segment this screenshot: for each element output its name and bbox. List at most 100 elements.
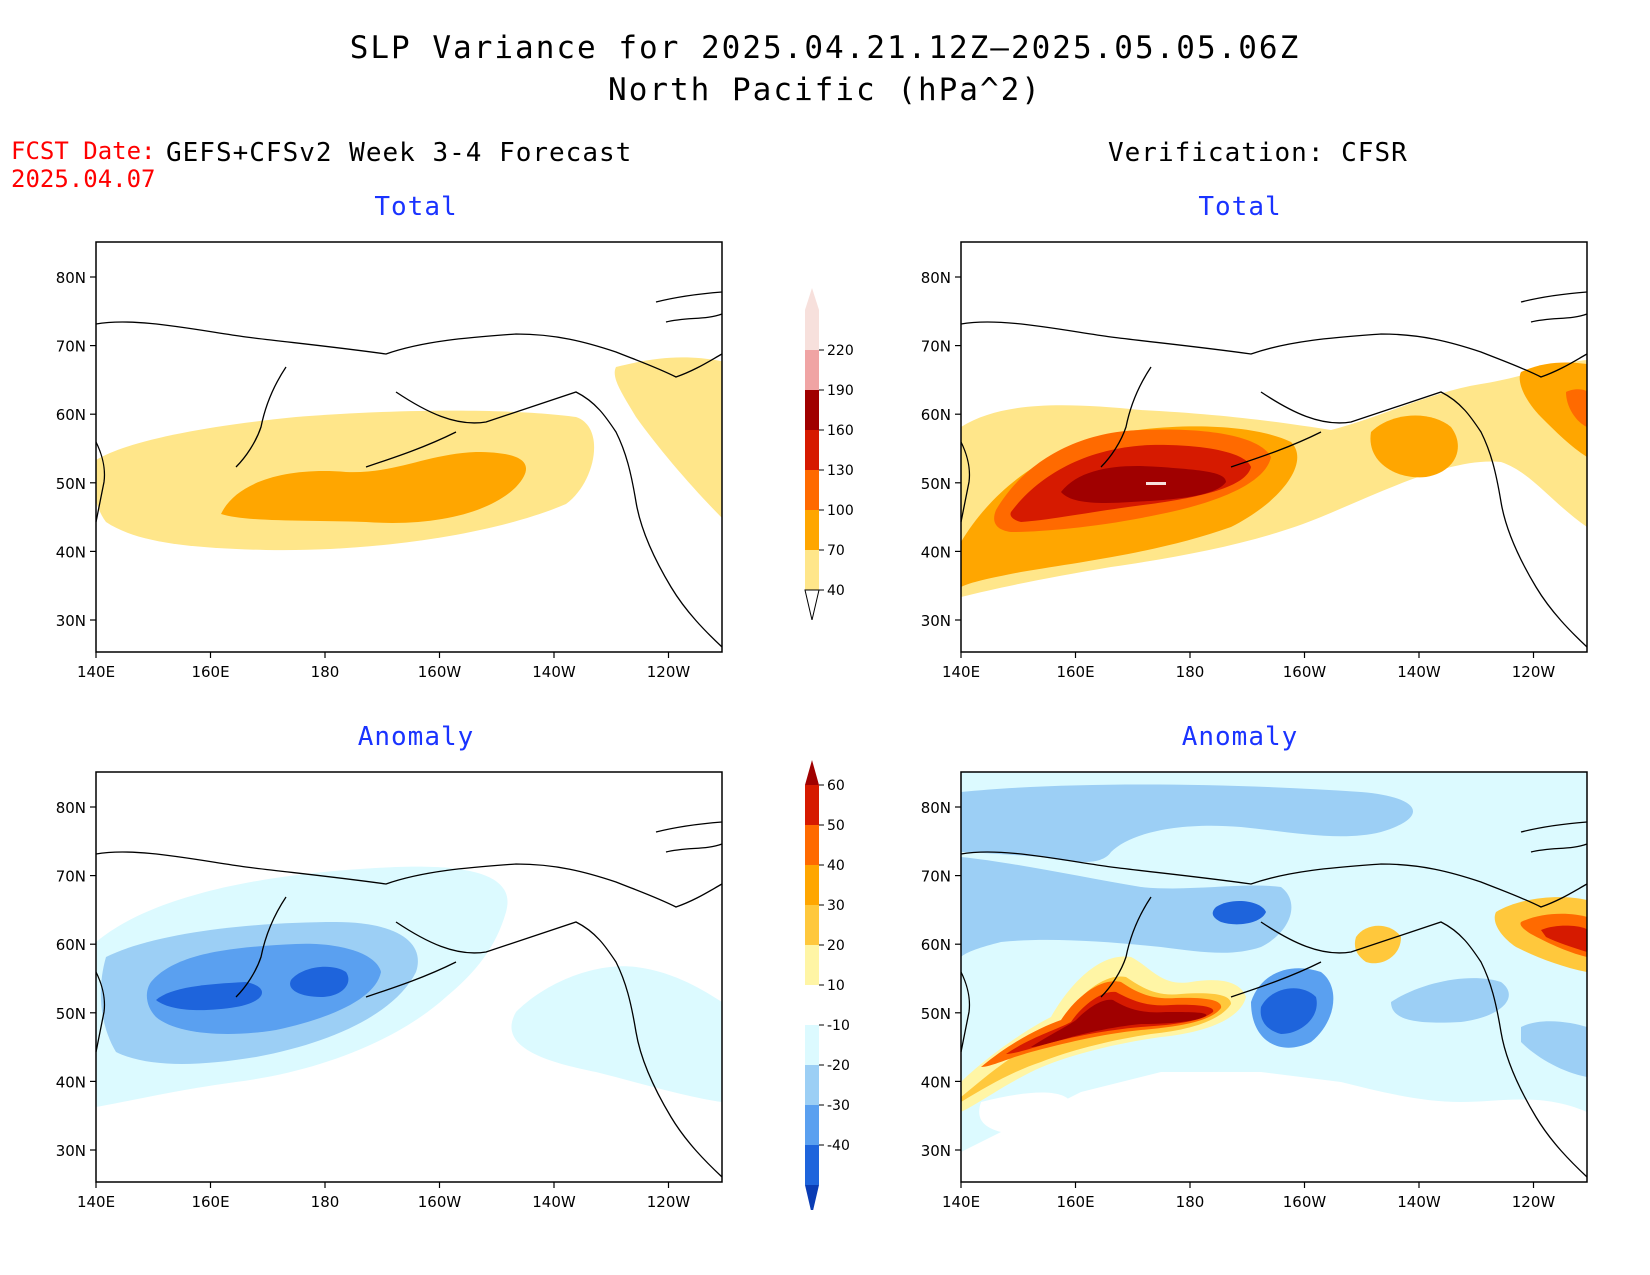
colorbar-label: 20	[827, 938, 845, 954]
total-colorbar: 220 190 160 130 100 70 40	[804, 288, 854, 620]
lon-tick-label: 120W	[647, 663, 691, 681]
colorbar-label: 40	[827, 583, 845, 599]
lat-tick-label: 50N	[56, 1005, 86, 1023]
verif-total-contours	[961, 360, 1587, 597]
colorbar-label: 50	[827, 818, 845, 834]
lat-tick-label: 60N	[56, 406, 86, 424]
fcst-total-subtitle: Total	[374, 192, 458, 222]
lon-tick-label: 120W	[647, 1193, 691, 1211]
colorbar-segment	[805, 1105, 819, 1145]
lat-tick-label: 40N	[56, 1073, 86, 1091]
verif-total-map: 80N 70N 60N 50N 40N 30N 140E 160E 180 160W 140W 12…	[921, 241, 1588, 681]
fcst-anomaly-contours	[96, 866, 722, 1107]
verif-anomaly-subtitle: Anomaly	[1181, 722, 1299, 752]
colorbar-label: 220	[827, 343, 854, 359]
lon-tick-label: 180	[1176, 1193, 1205, 1211]
colorbar-label: 30	[827, 898, 845, 914]
lon-tick-label: 120W	[1512, 1193, 1556, 1211]
lon-axis: 140E 160E 180 160W 140W 120W	[942, 652, 1555, 681]
anomaly-colorbar: 60 50 40 30 20 10 -10 -20 -30 -40	[805, 760, 850, 1210]
coastlines	[960, 291, 1588, 648]
lon-tick-label: 140E	[942, 663, 980, 681]
lon-tick-label: 160W	[1283, 1193, 1327, 1211]
lat-tick-label: 80N	[56, 269, 86, 287]
fcst-date-value: 2025.04.07	[11, 165, 156, 193]
lon-tick-label: 180	[311, 1193, 340, 1211]
lon-tick-label: 160W	[1283, 663, 1327, 681]
colorbar-arrow-bottom	[805, 1185, 819, 1210]
lon-tick-label: 140W	[1397, 663, 1441, 681]
lon-tick-label: 160E	[191, 1193, 229, 1211]
lon-tick-label: 120W	[1512, 663, 1556, 681]
colorbar-segment	[805, 905, 819, 945]
fcst-anomaly-map: 80N 70N 60N 50N 40N 30N 140E 160E 180 160W 140W 12…	[56, 771, 723, 1211]
lon-tick-label: 140W	[532, 1193, 576, 1211]
lon-tick-label: 160W	[418, 663, 462, 681]
verification-header: Verification: CFSR	[1108, 138, 1408, 168]
colorbar-segment	[805, 945, 819, 985]
colorbar-segment	[805, 985, 819, 1025]
lat-tick-label: 30N	[56, 612, 86, 630]
colorbar-label: 10	[827, 978, 845, 994]
coastlines	[960, 821, 1588, 1178]
lon-axis: 140E 160E 180 160W 140W 120W	[77, 652, 690, 681]
colorbar-segment	[805, 865, 819, 905]
lon-tick-label: 160E	[1056, 1193, 1094, 1211]
colorbar-segment	[805, 430, 819, 470]
forecast-header: GEFS+CFSv2 Week 3-4 Forecast	[166, 138, 633, 168]
lon-tick-label: 180	[1176, 663, 1205, 681]
coastlines	[95, 821, 723, 1178]
colorbar-arrow-top	[805, 288, 819, 310]
lon-axis: 140E 160E 180 160W 140W 120W	[942, 1182, 1555, 1211]
colorbar-segment	[805, 470, 819, 510]
verif-anomaly-map: 80N 70N 60N 50N 40N 30N 140E 160E 180 160W 140W 12…	[921, 771, 1588, 1211]
lat-tick-label: 80N	[921, 799, 951, 817]
verif-total-subtitle: Total	[1198, 192, 1282, 222]
lon-tick-label: 140E	[942, 1193, 980, 1211]
lat-tick-label: 70N	[56, 868, 86, 886]
lat-tick-label: 40N	[921, 543, 951, 561]
colorbar-segment	[805, 550, 819, 590]
lon-tick-label: 160E	[191, 663, 229, 681]
lat-axis: 80N 70N 60N 50N 40N 30N	[56, 799, 96, 1160]
lon-tick-label: 180	[311, 663, 340, 681]
lat-tick-label: 70N	[921, 868, 951, 886]
lat-tick-label: 70N	[56, 338, 86, 356]
lon-tick-label: 140W	[532, 663, 576, 681]
lon-tick-label: 140E	[77, 663, 115, 681]
lat-axis: 80N 70N 60N 50N 40N 30N	[56, 269, 96, 630]
colorbar-segment	[805, 310, 819, 350]
colorbar-segment	[805, 1065, 819, 1105]
lat-tick-label: 30N	[921, 1142, 951, 1160]
fcst-date-label: FCST Date:	[11, 137, 156, 165]
colorbar-label: -30	[827, 1098, 850, 1114]
colorbar-segment	[805, 390, 819, 430]
colorbar-segment	[805, 510, 819, 550]
fcst-total-contours	[96, 357, 722, 551]
lat-axis: 80N 70N 60N 50N 40N 30N	[921, 269, 961, 630]
verif-anomaly-contours	[961, 772, 1587, 1182]
colorbar-label: 190	[827, 383, 854, 399]
lat-tick-label: 40N	[921, 1073, 951, 1091]
lat-tick-label: 50N	[921, 1005, 951, 1023]
lat-tick-label: 50N	[921, 475, 951, 493]
colorbar-label: 130	[827, 463, 854, 479]
colorbar-arrow-bottom	[804, 589, 820, 620]
colorbar-label: 60	[827, 778, 845, 794]
lon-tick-label: 140W	[1397, 1193, 1441, 1211]
colorbar-label: 100	[827, 503, 854, 519]
lat-tick-label: 60N	[921, 406, 951, 424]
lon-axis: 140E 160E 180 160W 140W 120W	[77, 1182, 690, 1211]
lat-tick-label: 30N	[56, 1142, 86, 1160]
lat-tick-label: 70N	[921, 338, 951, 356]
colorbar-segment	[805, 785, 819, 825]
fcst-anomaly-subtitle: Anomaly	[357, 722, 475, 752]
main-subtitle: North Pacific (hPa^2)	[608, 72, 1042, 108]
main-title: SLP Variance for 2025.04.21.12Z–2025.05.…	[349, 30, 1301, 66]
lon-tick-label: 140E	[77, 1193, 115, 1211]
lat-tick-label: 80N	[56, 799, 86, 817]
colorbar-segment	[805, 1025, 819, 1065]
lon-tick-label: 160E	[1056, 663, 1094, 681]
lat-tick-label: 60N	[56, 936, 86, 954]
lat-tick-label: 80N	[921, 269, 951, 287]
